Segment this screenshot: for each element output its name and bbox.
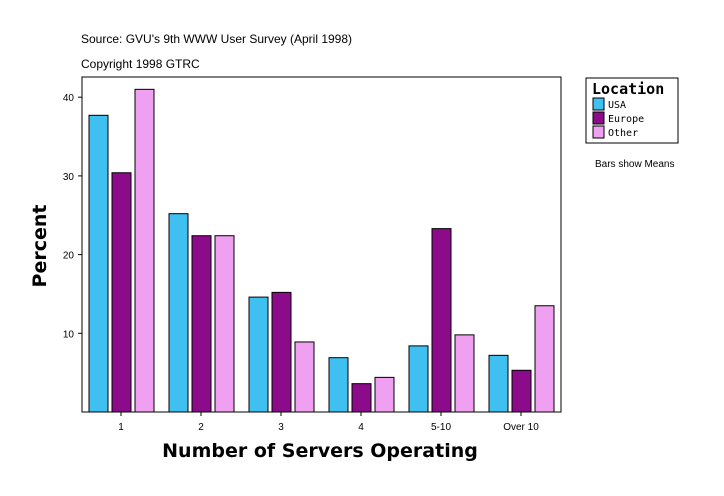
y-tick-label: 10 bbox=[63, 329, 75, 340]
legend-label: USA bbox=[608, 100, 626, 111]
bar-europe-2 bbox=[191, 235, 212, 413]
bar-europe-3 bbox=[271, 291, 292, 413]
bar-other-Over 10 bbox=[534, 305, 555, 413]
plot-area bbox=[81, 76, 562, 413]
bar-other-3 bbox=[294, 341, 315, 413]
y-tick-label: 40 bbox=[63, 93, 75, 104]
bar-usa-5-10 bbox=[408, 345, 429, 413]
legend-label: Other bbox=[608, 128, 638, 139]
legend-swatch-europe bbox=[592, 111, 605, 125]
y-axis-label: Percent bbox=[29, 205, 51, 288]
bar-europe-Over 10 bbox=[511, 369, 532, 413]
y-tick-label: 30 bbox=[63, 172, 75, 183]
x-tick-label: 4 bbox=[358, 422, 364, 433]
bar-europe-4 bbox=[351, 383, 372, 413]
bar-usa-3 bbox=[248, 296, 269, 413]
legend-swatch-other bbox=[592, 125, 605, 139]
x-tick-label: 1 bbox=[118, 422, 124, 433]
legend-note: Bars show Means bbox=[595, 159, 674, 170]
x-axis-label: Number of Servers Operating bbox=[162, 440, 478, 462]
y-tick-label: 20 bbox=[63, 251, 75, 262]
bar-usa-4 bbox=[328, 357, 349, 413]
bar-other-2 bbox=[214, 235, 235, 413]
bar-europe-1 bbox=[111, 172, 132, 413]
bar-usa-Over 10 bbox=[488, 354, 509, 413]
copyright-text: Copyright 1998 GTRC bbox=[81, 57, 200, 71]
x-tick-label: 3 bbox=[278, 422, 284, 433]
bar-other-5-10 bbox=[454, 334, 475, 413]
legend-swatch-usa bbox=[592, 97, 605, 111]
legend: Location USA Europe Other bbox=[585, 77, 679, 144]
x-tick-label: Over 10 bbox=[503, 422, 539, 433]
bar-usa-2 bbox=[168, 213, 189, 413]
bar-europe-5-10 bbox=[431, 228, 452, 413]
legend-label: Europe bbox=[608, 114, 644, 125]
bar-other-1 bbox=[134, 88, 155, 413]
legend-title: Location bbox=[592, 80, 664, 98]
x-tick-label: 5-10 bbox=[431, 422, 451, 433]
bar-usa-1 bbox=[88, 114, 109, 413]
source-text: Source: GVU's 9th WWW User Survey (April… bbox=[81, 32, 353, 46]
x-tick-label: 2 bbox=[198, 422, 204, 433]
bar-other-4 bbox=[374, 376, 395, 413]
